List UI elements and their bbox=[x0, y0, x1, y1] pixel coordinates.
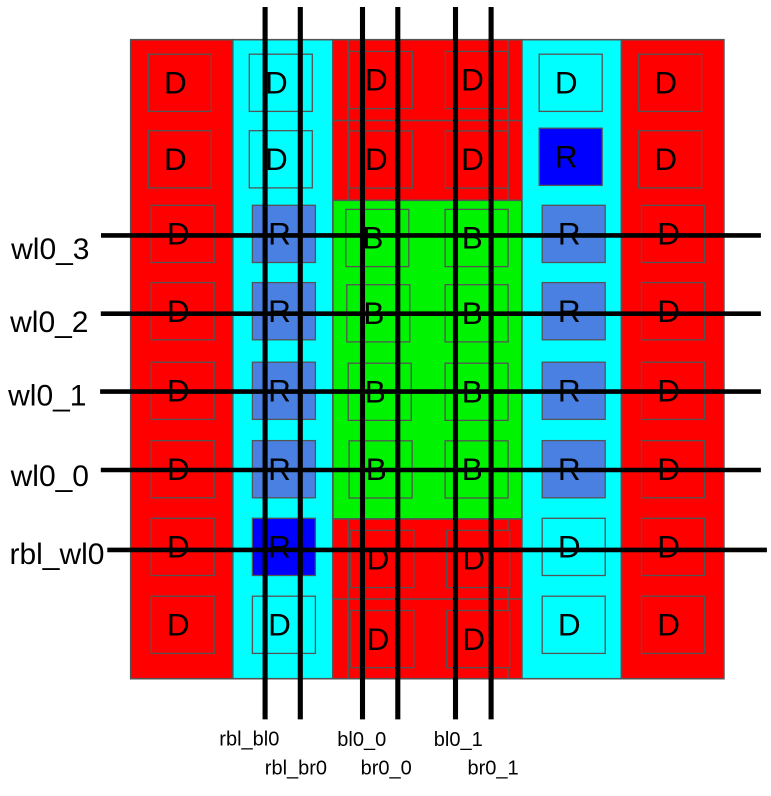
svg-text:D: D bbox=[265, 65, 288, 101]
svg-text:R: R bbox=[558, 451, 581, 487]
svg-text:B: B bbox=[366, 451, 387, 487]
svg-text:D: D bbox=[558, 529, 581, 565]
svg-text:br0_0: br0_0 bbox=[361, 758, 412, 780]
svg-text:D: D bbox=[657, 216, 680, 252]
svg-text:bl0_1: bl0_1 bbox=[434, 729, 483, 751]
svg-text:wl0_3: wl0_3 bbox=[10, 233, 89, 266]
svg-text:R: R bbox=[558, 373, 581, 409]
svg-text:D: D bbox=[367, 621, 390, 657]
svg-text:D: D bbox=[654, 65, 677, 101]
svg-text:D: D bbox=[164, 65, 187, 101]
svg-text:D: D bbox=[367, 541, 390, 577]
svg-text:D: D bbox=[657, 373, 680, 409]
svg-text:D: D bbox=[164, 141, 187, 177]
svg-text:D: D bbox=[167, 529, 190, 565]
svg-text:D: D bbox=[657, 451, 680, 487]
svg-text:B: B bbox=[362, 220, 383, 256]
svg-text:D: D bbox=[461, 62, 484, 98]
svg-text:R: R bbox=[268, 451, 291, 487]
svg-text:D: D bbox=[167, 451, 190, 487]
svg-text:R: R bbox=[555, 139, 578, 175]
svg-text:D: D bbox=[657, 607, 680, 643]
svg-text:B: B bbox=[365, 374, 386, 410]
svg-text:B: B bbox=[462, 451, 483, 487]
svg-text:bl0_0: bl0_0 bbox=[337, 729, 386, 751]
svg-text:R: R bbox=[558, 216, 581, 252]
svg-text:wl0_0: wl0_0 bbox=[10, 460, 89, 493]
svg-text:R: R bbox=[268, 216, 291, 252]
svg-text:D: D bbox=[657, 529, 680, 565]
svg-text:D: D bbox=[365, 141, 388, 177]
svg-text:D: D bbox=[365, 62, 388, 98]
svg-text:wl0_1: wl0_1 bbox=[7, 380, 86, 413]
svg-text:D: D bbox=[167, 216, 190, 252]
svg-text:D: D bbox=[167, 373, 190, 409]
svg-text:B: B bbox=[462, 374, 483, 410]
svg-text:D: D bbox=[654, 141, 677, 177]
svg-text:D: D bbox=[265, 141, 288, 177]
svg-text:D: D bbox=[167, 607, 190, 643]
svg-text:wl0_2: wl0_2 bbox=[9, 306, 88, 339]
svg-text:B: B bbox=[363, 295, 384, 331]
svg-text:D: D bbox=[462, 621, 485, 657]
svg-text:R: R bbox=[268, 529, 291, 565]
svg-text:rbl_bl0: rbl_bl0 bbox=[219, 729, 279, 751]
svg-text:D: D bbox=[461, 141, 484, 177]
svg-text:B: B bbox=[462, 295, 483, 331]
svg-text:D: D bbox=[558, 607, 581, 643]
svg-text:rbl_br0: rbl_br0 bbox=[265, 757, 327, 779]
svg-text:R: R bbox=[268, 373, 291, 409]
svg-text:D: D bbox=[657, 293, 680, 329]
svg-text:D: D bbox=[167, 293, 190, 329]
svg-text:br0_1: br0_1 bbox=[468, 758, 519, 780]
svg-text:R: R bbox=[268, 293, 291, 329]
svg-text:B: B bbox=[462, 220, 483, 256]
svg-text:R: R bbox=[558, 293, 581, 329]
svg-text:D: D bbox=[268, 607, 291, 643]
svg-text:D: D bbox=[555, 65, 578, 101]
svg-text:D: D bbox=[462, 541, 485, 577]
svg-text:rbl_wl0: rbl_wl0 bbox=[9, 538, 104, 571]
